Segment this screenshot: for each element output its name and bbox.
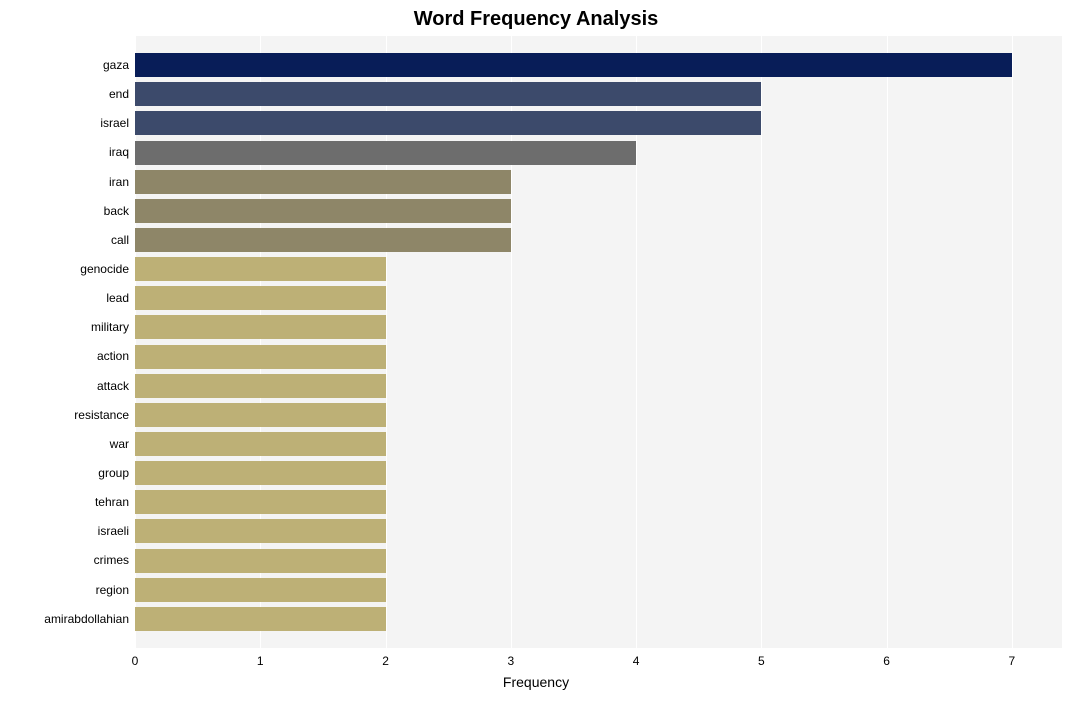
y-tick-label: iran — [109, 175, 129, 189]
x-tick-label: 1 — [257, 654, 264, 668]
chart-title: Word Frequency Analysis — [0, 8, 1072, 31]
y-tick-label: israel — [100, 116, 129, 130]
bar — [135, 403, 386, 427]
bar — [135, 82, 761, 106]
bar-row — [135, 141, 1062, 165]
bar-row — [135, 170, 1062, 194]
x-tick-label: 2 — [382, 654, 389, 668]
bar-row — [135, 403, 1062, 427]
bar — [135, 490, 386, 514]
y-tick-label: call — [111, 233, 129, 247]
bar-row — [135, 82, 1062, 106]
bar — [135, 549, 386, 573]
bar — [135, 315, 386, 339]
bar — [135, 111, 761, 135]
y-tick-label: israeli — [98, 524, 129, 538]
bar-row — [135, 199, 1062, 223]
bar — [135, 53, 1012, 77]
bar-row — [135, 286, 1062, 310]
y-tick-label: tehran — [95, 495, 129, 509]
bar-row — [135, 607, 1062, 631]
y-tick-label: crimes — [94, 553, 129, 567]
bar — [135, 199, 511, 223]
bar — [135, 578, 386, 602]
x-tick-label: 7 — [1009, 654, 1016, 668]
bar — [135, 257, 386, 281]
bar-row — [135, 461, 1062, 485]
y-tick-label: resistance — [74, 408, 129, 422]
x-tick-label: 0 — [132, 654, 139, 668]
bar — [135, 286, 386, 310]
y-tick-label: amirabdollahian — [44, 612, 129, 626]
bar-row — [135, 432, 1062, 456]
bar-row — [135, 53, 1062, 77]
bar — [135, 374, 386, 398]
bar-row — [135, 228, 1062, 252]
x-tick-label: 4 — [633, 654, 640, 668]
y-tick-label: region — [96, 583, 129, 597]
bar — [135, 141, 636, 165]
bar — [135, 607, 386, 631]
bar-row — [135, 549, 1062, 573]
bar — [135, 519, 386, 543]
bar-row — [135, 315, 1062, 339]
bar-row — [135, 578, 1062, 602]
bar-row — [135, 490, 1062, 514]
x-axis-title: Frequency — [0, 674, 1072, 690]
y-tick-label: genocide — [80, 262, 129, 276]
bar — [135, 228, 511, 252]
bar — [135, 461, 386, 485]
y-tick-label: iraq — [109, 145, 129, 159]
y-tick-label: group — [98, 466, 129, 480]
y-tick-label: attack — [97, 379, 129, 393]
word-frequency-chart: Word Frequency Analysis Frequency 0 1 2 3 4 5… — [0, 0, 1072, 701]
y-tick-label: military — [91, 320, 129, 334]
bar-row — [135, 257, 1062, 281]
x-tick-label: 5 — [758, 654, 765, 668]
bar-row — [135, 345, 1062, 369]
bar-row — [135, 519, 1062, 543]
y-tick-label: end — [109, 87, 129, 101]
bar — [135, 170, 511, 194]
y-tick-label: lead — [106, 291, 129, 305]
x-tick-label: 3 — [507, 654, 514, 668]
plot-area — [135, 36, 1062, 648]
y-tick-label: back — [104, 204, 129, 218]
bar — [135, 345, 386, 369]
y-tick-label: action — [97, 349, 129, 363]
bar-row — [135, 111, 1062, 135]
x-tick-label: 6 — [883, 654, 890, 668]
bar-row — [135, 374, 1062, 398]
y-tick-label: gaza — [103, 58, 129, 72]
bar — [135, 432, 386, 456]
y-tick-label: war — [110, 437, 129, 451]
